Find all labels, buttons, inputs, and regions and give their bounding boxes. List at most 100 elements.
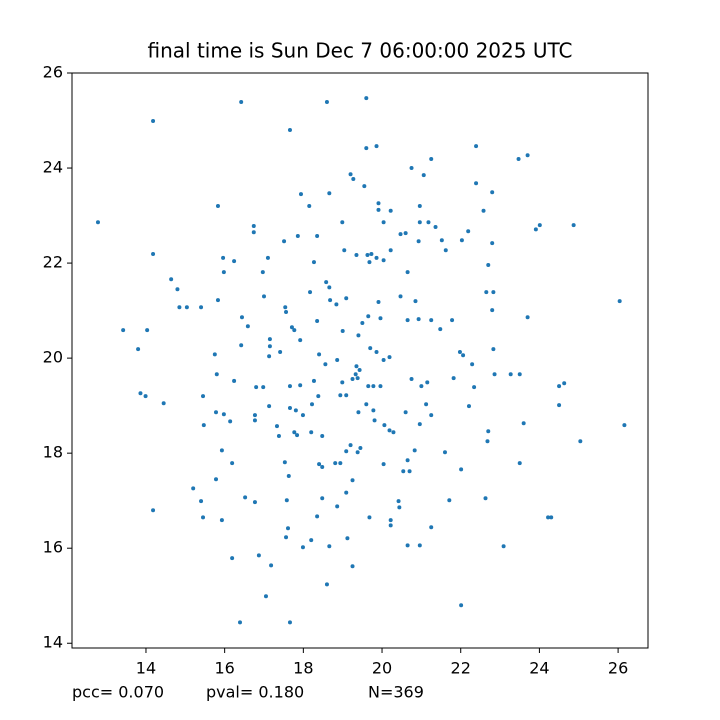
y-tick-label: 24 [43, 158, 63, 177]
point [546, 515, 551, 520]
point [267, 354, 272, 359]
point [340, 380, 345, 385]
point [214, 477, 218, 482]
point [417, 422, 422, 427]
point [362, 184, 367, 189]
point [355, 376, 360, 381]
point [398, 294, 403, 299]
point [483, 496, 488, 501]
point [335, 358, 340, 363]
point [409, 377, 414, 382]
point [368, 346, 373, 351]
point [472, 385, 477, 390]
point [433, 224, 438, 229]
point [521, 421, 526, 426]
point [315, 233, 320, 238]
x-tick-label: 26 [608, 659, 628, 678]
point [470, 362, 475, 367]
point [267, 344, 272, 349]
point [138, 391, 143, 396]
point [317, 462, 322, 467]
point [327, 191, 332, 196]
point [328, 298, 333, 303]
point [421, 173, 426, 178]
point [429, 318, 434, 323]
point [366, 314, 371, 319]
point [486, 429, 491, 434]
point [403, 231, 408, 236]
point [252, 500, 257, 505]
point [367, 260, 372, 265]
point [298, 192, 303, 197]
point [356, 410, 361, 415]
point [215, 204, 220, 209]
point [416, 239, 421, 244]
point [324, 99, 329, 104]
point [254, 385, 259, 390]
point [201, 394, 206, 399]
point [364, 146, 369, 151]
point [354, 253, 359, 258]
point [232, 259, 237, 264]
point [398, 232, 403, 237]
point [201, 423, 206, 428]
point [369, 252, 374, 257]
point [516, 157, 521, 162]
x-tick-label: 22 [451, 659, 471, 678]
point [310, 402, 314, 407]
point [344, 490, 349, 495]
point [295, 433, 300, 438]
point [340, 329, 345, 334]
point [267, 404, 272, 409]
point [252, 418, 257, 423]
point [284, 498, 289, 503]
point [342, 248, 347, 253]
point [358, 445, 363, 450]
point [376, 201, 381, 206]
point [212, 352, 217, 357]
point [381, 258, 386, 263]
point [350, 478, 355, 483]
point [143, 394, 148, 399]
point [323, 362, 328, 367]
point [292, 328, 297, 333]
point [324, 582, 329, 587]
point [491, 290, 496, 295]
point [419, 384, 424, 389]
point [295, 233, 300, 238]
point [324, 280, 329, 285]
y-tick-label: 26 [43, 63, 63, 82]
point [492, 372, 497, 377]
point [327, 285, 332, 290]
point [278, 349, 283, 354]
point [228, 419, 233, 424]
point [549, 515, 554, 520]
point [372, 418, 377, 423]
point [474, 181, 479, 186]
point [364, 402, 369, 407]
y-tick-label: 14 [43, 633, 63, 652]
point [438, 327, 443, 332]
x-tick-label: 14 [136, 659, 156, 678]
point [474, 144, 479, 149]
point [374, 349, 379, 354]
chart-title: final time is Sun Dec 7 06:00:00 2025 UT… [148, 39, 573, 63]
point [525, 315, 530, 320]
point [276, 434, 281, 439]
point [289, 325, 294, 330]
point [376, 207, 381, 212]
point [417, 543, 422, 548]
point [334, 302, 339, 307]
point [407, 469, 412, 474]
point [308, 290, 313, 295]
point [525, 153, 530, 158]
point [95, 220, 100, 225]
y-tick-label: 22 [43, 253, 63, 272]
point [238, 620, 242, 625]
point [252, 413, 257, 418]
point [371, 408, 376, 413]
point [243, 495, 248, 500]
point [230, 556, 235, 561]
point [486, 262, 491, 267]
point [169, 277, 174, 282]
